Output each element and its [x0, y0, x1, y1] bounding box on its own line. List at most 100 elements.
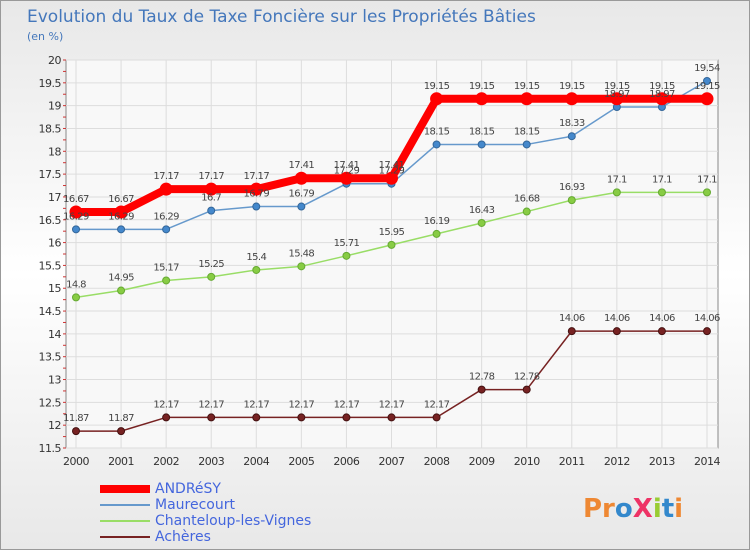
- data-point: [342, 413, 351, 422]
- data-label: 18.97: [604, 89, 630, 100]
- data-label: 12.78: [514, 372, 540, 383]
- x-tick-label: 2001: [108, 455, 134, 468]
- y-tick-label: 17.5: [39, 168, 62, 181]
- y-tick-label: 12.5: [39, 396, 62, 409]
- y-tick-label: 15.5: [39, 259, 62, 272]
- data-label: 16.67: [108, 194, 134, 205]
- data-label: 12.17: [198, 399, 224, 410]
- series-group: 11.87 11.87 12.17 12.17 12.17 12.17 12.17 12.17…: [63, 63, 721, 436]
- x-tick-label: 2008: [424, 455, 450, 468]
- data-point: [117, 427, 126, 436]
- legend-label: ANDRéSY: [155, 481, 221, 497]
- data-label: 16.19: [424, 216, 450, 227]
- data-label: 11.87: [63, 413, 89, 424]
- y-tick-label: 15: [48, 282, 61, 295]
- data-point: [475, 92, 489, 106]
- x-tick-label: 2014: [694, 455, 720, 468]
- x-tick-label: 2006: [333, 455, 359, 468]
- x-tick-label: 2010: [514, 455, 540, 468]
- series-0: [69, 92, 714, 219]
- data-point: [72, 293, 80, 302]
- data-label: 12.17: [424, 399, 450, 410]
- x-tick-label: 2003: [198, 455, 224, 468]
- y-tick-label: 20: [48, 54, 61, 67]
- y-tick-label: 17: [48, 191, 61, 204]
- data-point: [703, 76, 711, 85]
- data-point: [565, 92, 579, 106]
- data-label: 14.06: [694, 313, 720, 324]
- data-label: 14.95: [108, 273, 134, 284]
- data-label: 16.93: [559, 182, 585, 193]
- x-tick-label: 2000: [63, 455, 89, 468]
- data-label: 18.33: [559, 118, 585, 129]
- data-label: 17.17: [153, 171, 179, 182]
- data-label: 15.25: [198, 259, 224, 270]
- data-point: [703, 188, 711, 197]
- x-tick-label: 2012: [604, 455, 630, 468]
- data-point: [204, 182, 218, 196]
- data-label: 18.15: [514, 126, 540, 137]
- x-tick-label: 2002: [153, 455, 179, 468]
- labels-2: 14.8 14.95 15.17 15.25 15.4 15.48 15.71 15.95 16…: [66, 174, 718, 290]
- data-label: 16.29: [108, 211, 134, 222]
- data-label: 18.15: [424, 126, 450, 137]
- data-label: 19.15: [694, 81, 720, 92]
- data-label: 14.8: [66, 279, 86, 290]
- data-label: 12.17: [289, 399, 315, 410]
- data-point: [252, 202, 261, 211]
- data-point: [700, 92, 714, 106]
- data-label: 15.17: [153, 262, 179, 273]
- data-label: 17.41: [334, 160, 360, 171]
- data-label: 19.15: [649, 81, 675, 92]
- data-label: 17.1: [607, 174, 627, 185]
- data-label: 16.43: [469, 205, 495, 216]
- data-label: 19.15: [514, 81, 540, 92]
- data-point: [162, 413, 171, 422]
- data-label: 18.15: [469, 126, 495, 137]
- data-label: 16.79: [243, 189, 269, 200]
- data-point: [477, 385, 486, 394]
- data-point: [612, 188, 621, 197]
- data-point: [207, 272, 216, 281]
- x-tick-label: 2007: [379, 455, 405, 468]
- data-label: 12.17: [379, 399, 405, 410]
- legend-label: Achères: [155, 529, 211, 545]
- data-point: [567, 196, 576, 205]
- data-label: 19.54: [694, 63, 720, 74]
- data-label: 12.17: [243, 399, 269, 410]
- data-point: [114, 205, 128, 219]
- x-tick-label: 2009: [469, 455, 495, 468]
- data-point: [72, 225, 80, 234]
- y-tick-label: 18: [48, 145, 61, 158]
- series-2: [72, 188, 711, 302]
- data-point: [294, 171, 308, 185]
- data-label: 17.41: [289, 160, 315, 171]
- legend: ANDRéSYMaurecourtChanteloup-les-VignesAc…: [100, 481, 311, 545]
- data-point: [207, 413, 216, 422]
- data-point: [387, 240, 396, 249]
- data-label: 17.29: [334, 166, 360, 177]
- data-label: 18.97: [649, 89, 675, 100]
- data-point: [387, 413, 396, 422]
- x-tick-label: 2013: [649, 455, 675, 468]
- data-label: 17.17: [243, 171, 269, 182]
- data-point: [385, 171, 398, 185]
- x-tick-label: 2011: [559, 455, 585, 468]
- data-point: [297, 202, 306, 211]
- y-tick-label: 16: [48, 237, 61, 250]
- data-point: [477, 140, 486, 149]
- data-point: [69, 205, 83, 219]
- data-point: [655, 92, 669, 106]
- data-label: 12.17: [334, 399, 360, 410]
- y-tick-label: 11.5: [39, 442, 62, 455]
- y-tick-label: 19.5: [39, 77, 62, 90]
- y-tick-label: 14.5: [39, 305, 62, 318]
- data-label: 16.67: [63, 194, 89, 205]
- data-point: [432, 140, 441, 149]
- legend-label: Chanteloup-les-Vignes: [155, 513, 311, 529]
- y-tick-label: 19: [48, 100, 61, 113]
- data-point: [567, 327, 576, 336]
